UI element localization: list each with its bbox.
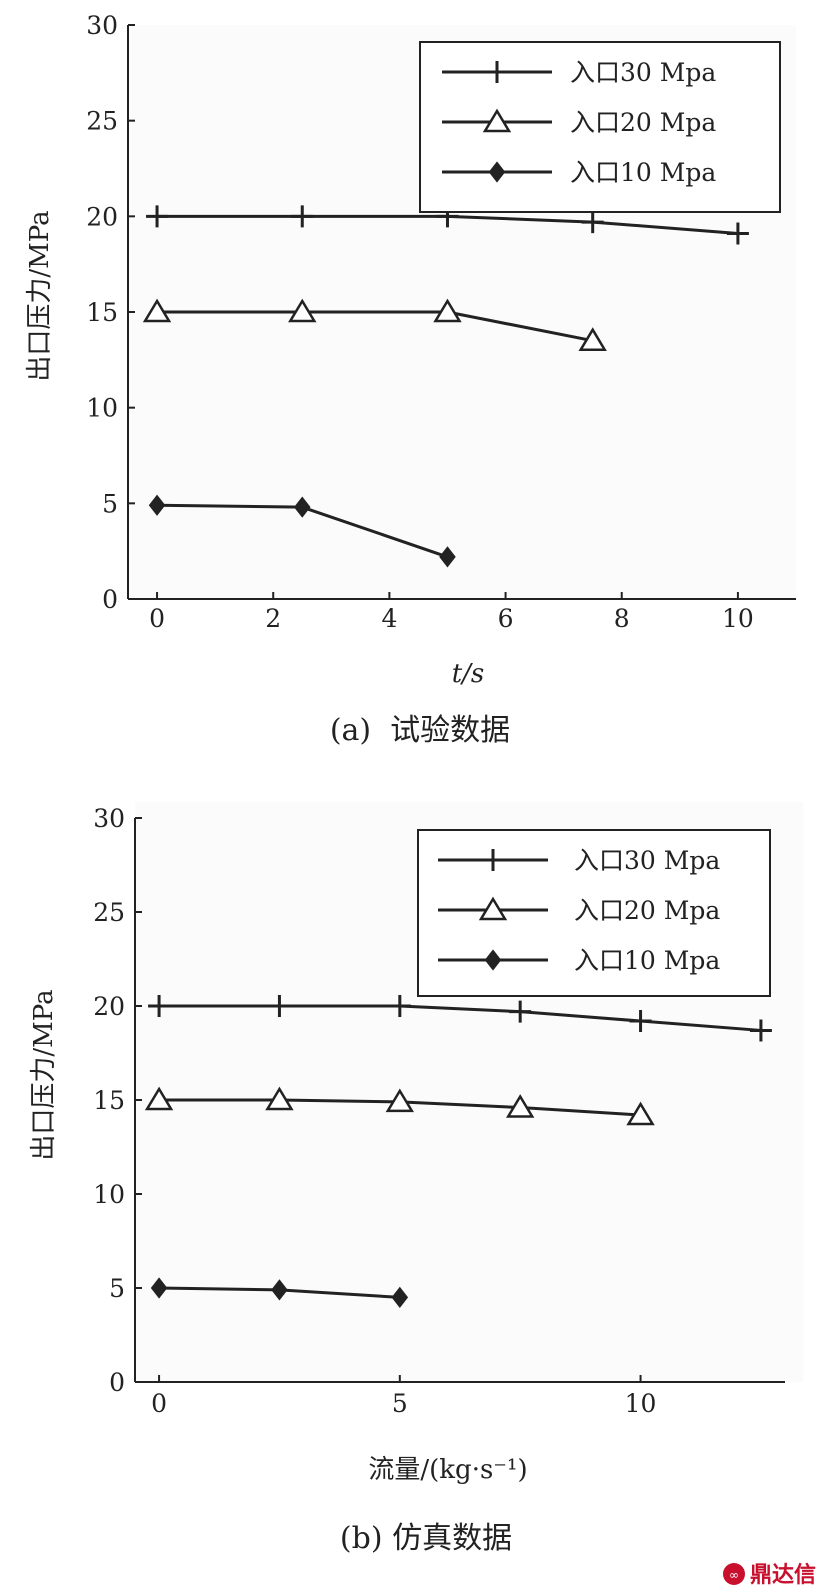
y-tick-label: 20 — [86, 202, 118, 231]
y-tick-label: 0 — [102, 585, 118, 614]
watermark: ∞ 鼎达信 — [723, 1562, 816, 1588]
legend-box — [419, 41, 781, 213]
x-tick-label: 10 — [722, 604, 754, 633]
y-tick-label: 25 — [93, 898, 125, 927]
legend-entry: 入口20 Mpa — [438, 896, 720, 925]
x-tick-label: 0 — [151, 1389, 167, 1418]
y-tick-label: 5 — [109, 1274, 125, 1303]
series-triangle — [142, 298, 607, 351]
data-point — [265, 1086, 294, 1111]
series-line — [157, 310, 593, 343]
data-point — [288, 298, 317, 323]
chart-panel-b: 0 5 10 15 20 25 30 0 5 10 入口30 Mpa 入口20 Mpa 入口10 M… — [29, 802, 803, 1556]
data-point — [505, 1094, 535, 1118]
legend-entry: 入口10 Mpa — [442, 158, 716, 187]
x-tick-label: 0 — [149, 604, 165, 633]
data-point — [148, 995, 171, 1017]
x-axis-label: t/s — [452, 659, 485, 689]
y-tick-label: 25 — [86, 107, 118, 136]
legend-marker — [484, 949, 502, 971]
legend-entry: 入口30 Mpa — [438, 846, 720, 875]
legend-label: 入口10 Mpa — [570, 158, 716, 187]
legend-marker — [482, 849, 504, 871]
data-point — [271, 1279, 288, 1301]
x-tick-label: 6 — [498, 604, 514, 633]
x-tick-label: 8 — [614, 604, 630, 633]
legend-marker — [488, 161, 506, 183]
legend-label: 入口30 Mpa — [574, 846, 720, 875]
watermark-text: 鼎达信 — [750, 1562, 816, 1588]
x-ticks: 0 5 10 — [151, 1375, 656, 1418]
y-tick-label: 15 — [93, 1086, 125, 1115]
y-ticks: 0 5 10 15 20 25 30 — [93, 804, 142, 1397]
data-point — [148, 494, 166, 516]
legend-entry: 入口10 Mpa — [438, 946, 720, 975]
data-point — [581, 211, 604, 234]
x-tick-label: 2 — [265, 604, 281, 633]
data-point — [146, 205, 169, 228]
data-point — [391, 1286, 409, 1309]
series-line — [159, 1004, 762, 1032]
data-point — [439, 546, 456, 568]
series-diamond — [148, 494, 456, 568]
data-point — [291, 205, 314, 228]
legend-label: 入口10 Mpa — [574, 946, 720, 975]
legend: 入口30 Mpa 入口20 Mpa 入口10 Mpa — [417, 829, 771, 997]
data-point — [578, 327, 607, 351]
legend-box — [417, 829, 771, 997]
watermark-logo-glyph: ∞ — [729, 1568, 739, 1582]
data-point — [388, 995, 411, 1017]
y-axis-label: 出口压力/MPa — [25, 210, 55, 381]
x-ticks: 0 2 4 6 8 10 — [149, 592, 754, 633]
y-tick-label: 30 — [93, 804, 125, 833]
y-tick-label: 5 — [102, 489, 118, 518]
data-point — [150, 1277, 168, 1299]
legend-marker — [478, 896, 508, 921]
data-point — [749, 1019, 772, 1042]
legend-label: 入口20 Mpa — [574, 896, 720, 925]
legend-marker — [482, 108, 512, 133]
y-tick-label: 10 — [93, 1180, 125, 1209]
x-tick-label: 4 — [381, 604, 397, 633]
chart-panel-a: 0 5 10 15 20 25 30 0 2 4 6 8 10 入口30 Mpa 入口20 Mpa 入口1… — [25, 11, 796, 748]
x-tick-label: 5 — [392, 1389, 408, 1418]
data-point — [293, 496, 311, 518]
series-diamond — [150, 1277, 409, 1309]
legend-marker — [486, 61, 508, 83]
series-plus — [148, 995, 772, 1042]
y-tick-label: 30 — [86, 11, 118, 40]
legend-entry: 入口30 Mpa — [442, 58, 716, 87]
x-tick-label: 10 — [625, 1389, 657, 1418]
data-point — [629, 1010, 652, 1033]
series-triangle — [144, 1086, 655, 1126]
legend-entry: 入口20 Mpa — [442, 108, 716, 137]
data-point — [385, 1088, 415, 1113]
series-group — [142, 205, 749, 568]
data-point — [268, 995, 291, 1017]
data-point — [433, 298, 462, 323]
data-point — [144, 1086, 174, 1111]
series-group — [144, 995, 772, 1309]
x-axis-label: 流量/(kg·s⁻¹) — [368, 1455, 527, 1485]
data-point — [142, 298, 172, 323]
legend: 入口30 Mpa 入口20 Mpa 入口10 Mpa — [419, 41, 781, 213]
data-point — [509, 1000, 532, 1023]
data-point — [726, 222, 749, 245]
y-tick-label: 20 — [93, 992, 125, 1021]
legend-label: 入口30 Mpa — [570, 58, 716, 87]
caption: (a) 试验数据 — [330, 713, 510, 748]
data-point — [626, 1101, 655, 1126]
y-tick-label: 10 — [86, 394, 118, 423]
y-ticks: 0 5 10 15 20 25 30 — [86, 11, 135, 614]
y-axis-label: 出口压力/MPa — [29, 989, 59, 1160]
y-tick-label: 0 — [109, 1368, 125, 1397]
y-tick-label: 15 — [86, 298, 118, 327]
legend-label: 入口20 Mpa — [570, 108, 716, 137]
caption: (b) 仿真数据 — [340, 1521, 512, 1556]
watermark-logo-icon — [723, 1563, 745, 1585]
series-plus — [146, 205, 749, 245]
